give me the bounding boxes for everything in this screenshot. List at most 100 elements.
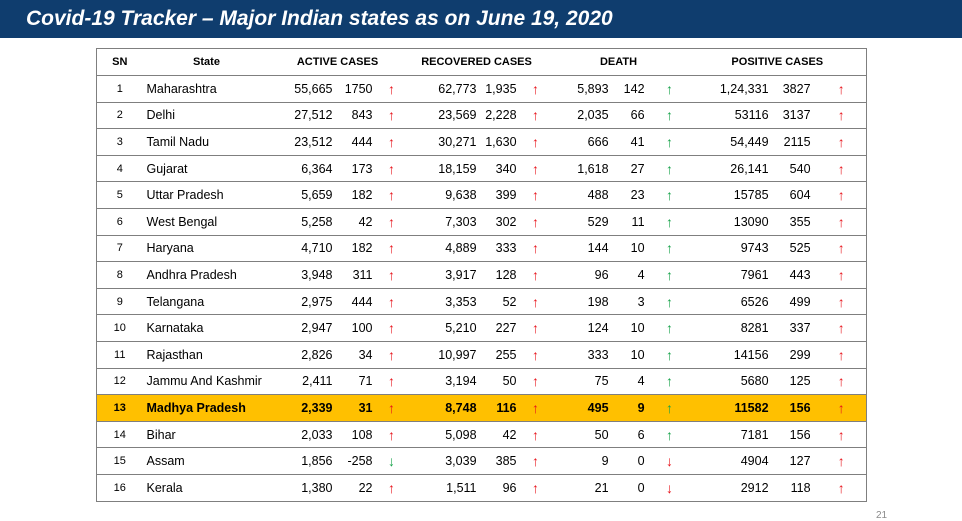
deaths-total: 198	[548, 288, 615, 316]
deaths-delta: 0	[614, 447, 651, 475]
arrow-up-icon: ↑	[378, 474, 405, 502]
arrow-up-icon: ↑	[650, 235, 689, 263]
serial-number: 12	[96, 368, 143, 396]
table-row: 12 Jammu And Kashmir 2,411 71 ↑ 3,194 50 ↑ 75 4 ↑ 5…	[96, 368, 867, 396]
state-name: Andhra Pradesh	[142, 261, 271, 289]
recovered-cases-total: 3,353	[404, 288, 483, 316]
recovered-cases-delta: 96	[482, 474, 523, 502]
active-cases-total: 6,364	[270, 155, 339, 183]
covid-tracker-table: SN State ACTIVE CASES RECOVERED CASES DE…	[96, 48, 868, 502]
deaths-total: 5,893	[548, 75, 615, 103]
state-name: Telangana	[142, 288, 271, 316]
positive-cases-delta: 443	[774, 261, 817, 289]
recovered-cases-delta: 340	[482, 155, 523, 183]
arrow-up-icon: ↑	[522, 474, 549, 502]
header-death: DEATH	[548, 48, 689, 76]
active-cases-total: 23,512	[270, 128, 339, 156]
arrow-up-icon: ↑	[378, 235, 405, 263]
active-cases-total: 4,710	[270, 235, 339, 263]
arrow-up-icon: ↑	[378, 208, 405, 236]
positive-cases-total: 5680	[688, 368, 775, 396]
positive-cases-total: 26,141	[688, 155, 775, 183]
recovered-cases-total: 9,638	[404, 181, 483, 209]
serial-number: 3	[96, 128, 143, 156]
positive-cases-total: 54,449	[688, 128, 775, 156]
header-positive-cases: POSITIVE CASES	[688, 48, 867, 76]
arrow-up-icon: ↑	[522, 128, 549, 156]
deaths-total: 333	[548, 341, 615, 369]
positive-cases-total: 6526	[688, 288, 775, 316]
serial-number: 8	[96, 261, 143, 289]
active-cases-delta: 71	[338, 368, 379, 396]
positive-cases-delta: 3827	[774, 75, 817, 103]
header-sn: SN	[96, 48, 143, 76]
state-name: Delhi	[142, 102, 271, 130]
positive-cases-delta: 156	[774, 421, 817, 449]
table-row: 10 Karnataka 2,947 100 ↑ 5,210 227 ↑ 124 10 ↑ 8281 3…	[96, 314, 867, 342]
arrow-up-icon: ↑	[378, 421, 405, 449]
active-cases-total: 2,033	[270, 421, 339, 449]
positive-cases-total: 9743	[688, 235, 775, 263]
positive-cases-total: 14156	[688, 341, 775, 369]
arrow-up-icon: ↑	[522, 394, 549, 422]
table-row: 6 West Bengal 5,258 42 ↑ 7,303 302 ↑ 529 11 ↑ 13090…	[96, 208, 867, 236]
table-row: 8 Andhra Pradesh 3,948 311 ↑ 3,917 128 ↑ 96 4 ↑ 796…	[96, 261, 867, 289]
recovered-cases-delta: 385	[482, 447, 523, 475]
arrow-up-icon: ↑	[650, 261, 689, 289]
arrow-up-icon: ↑	[378, 155, 405, 183]
deaths-delta: 10	[614, 314, 651, 342]
active-cases-total: 1,380	[270, 474, 339, 502]
arrow-up-icon: ↑	[650, 341, 689, 369]
serial-number: 7	[96, 235, 143, 263]
serial-number: 9	[96, 288, 143, 316]
arrow-up-icon: ↑	[816, 474, 867, 502]
positive-cases-delta: 337	[774, 314, 817, 342]
table-body: 1 Maharashtra 55,665 1750 ↑ 62,773 1,935 ↑ 5,893…	[96, 75, 867, 502]
state-name: Kerala	[142, 474, 271, 502]
positive-cases-total: 13090	[688, 208, 775, 236]
table-row: 11 Rajasthan 2,826 34 ↑ 10,997 255 ↑ 333 10 ↑ 14156…	[96, 341, 867, 369]
arrow-up-icon: ↑	[816, 447, 867, 475]
serial-number: 1	[96, 75, 143, 103]
positive-cases-delta: 604	[774, 181, 817, 209]
table-row: 16 Kerala 1,380 22 ↑ 1,511 96 ↑ 21 0 ↓ 2912 118 ↑	[96, 474, 867, 502]
recovered-cases-total: 5,098	[404, 421, 483, 449]
recovered-cases-delta: 42	[482, 421, 523, 449]
positive-cases-total: 4904	[688, 447, 775, 475]
deaths-delta: 3	[614, 288, 651, 316]
arrow-up-icon: ↑	[650, 128, 689, 156]
state-name: Bihar	[142, 421, 271, 449]
deaths-total: 529	[548, 208, 615, 236]
arrow-up-icon: ↑	[650, 288, 689, 316]
recovered-cases-delta: 255	[482, 341, 523, 369]
arrow-up-icon: ↑	[816, 314, 867, 342]
deaths-total: 9	[548, 447, 615, 475]
arrow-up-icon: ↑	[650, 314, 689, 342]
arrow-up-icon: ↑	[378, 288, 405, 316]
active-cases-total: 1,856	[270, 447, 339, 475]
arrow-up-icon: ↑	[650, 75, 689, 103]
positive-cases-delta: 299	[774, 341, 817, 369]
table-row: 5 Uttar Pradesh 5,659 182 ↑ 9,638 399 ↑ 488 23 ↑ 15…	[96, 181, 867, 209]
deaths-total: 495	[548, 394, 615, 422]
active-cases-total: 3,948	[270, 261, 339, 289]
active-cases-delta: -258	[338, 447, 379, 475]
arrow-up-icon: ↑	[522, 181, 549, 209]
serial-number: 13	[96, 394, 143, 422]
deaths-delta: 142	[614, 75, 651, 103]
arrow-up-icon: ↑	[378, 75, 405, 103]
serial-number: 16	[96, 474, 143, 502]
header-state: State	[142, 48, 271, 76]
active-cases-total: 2,339	[270, 394, 339, 422]
deaths-total: 21	[548, 474, 615, 502]
deaths-delta: 10	[614, 341, 651, 369]
deaths-delta: 23	[614, 181, 651, 209]
deaths-total: 488	[548, 181, 615, 209]
arrow-up-icon: ↑	[816, 181, 867, 209]
arrow-up-icon: ↑	[522, 314, 549, 342]
arrow-down-icon: ↓	[650, 447, 689, 475]
recovered-cases-total: 23,569	[404, 102, 483, 130]
arrow-up-icon: ↑	[816, 368, 867, 396]
arrow-up-icon: ↑	[522, 208, 549, 236]
arrow-up-icon: ↑	[522, 102, 549, 130]
